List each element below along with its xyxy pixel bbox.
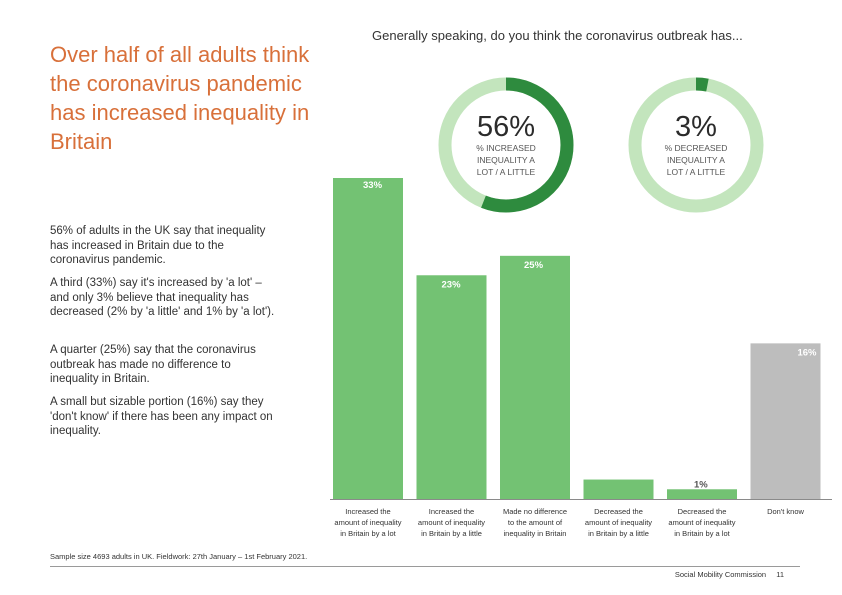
x-tick-label: in Britain by a lot [674,529,730,538]
x-tick-label: in Britain by a little [588,529,649,538]
footer-source: Social Mobility Commission [674,570,767,579]
bar-value-label: 16% [797,347,817,358]
footer: Social Mobility Commission 11 [667,570,784,579]
bar-value-label: 33% [363,180,383,191]
x-tick-label: amount of inequality [334,518,401,527]
bar-1 [333,178,403,499]
donut-value-label: 3% [675,111,717,143]
donut-decreased-slice [628,77,764,213]
bar-3 [500,255,570,499]
paragraph-increased: 56% of adults in the UK say that inequal… [50,225,266,266]
headline: Over half of all adults think the corona… [50,42,310,154]
page-number: 11 [776,570,784,579]
donut-sub-label: % INCREASED [476,143,536,153]
bar-6 [750,343,821,499]
x-tick-label: to the amount of [508,518,563,527]
x-tick-label: inequality in Britain [504,529,567,538]
donut-sub-label: INEQUALITY A [477,155,535,165]
bar-5 [667,489,737,499]
x-tick-label: Increased the [429,507,474,516]
donut-value-label: 56% [477,111,535,143]
x-tick-label: amount of inequality [668,518,735,527]
footnote: Sample size 4693 adults in UK. Fieldwork… [50,552,308,561]
x-tick-label: Increased the [345,507,390,516]
bar-value-label: 23% [442,279,462,290]
donut-sub-label: % DECREASED [665,143,728,153]
x-tick-label: in Britain by a little [421,529,482,538]
paragraph-dont-know: A small but sizable portion (16%) say th… [50,396,273,437]
donut-sub-label: LOT / A LITTLE [667,167,726,177]
chart-question: Generally speaking, do you think the cor… [372,28,743,43]
bar-value-label: 2% [609,470,623,481]
donut-increased-slice [438,77,574,213]
x-tick-label: amount of inequality [585,518,652,527]
footer-rule [50,566,800,567]
x-tick-label: Made no difference [503,507,567,516]
donut-sub-label: LOT / A LITTLE [477,167,536,177]
paragraph-third: A third (33%) say it's increased by 'a l… [50,277,275,318]
x-tick-label: in Britain by a lot [340,529,396,538]
x-tick-label: Decreased the [678,507,727,516]
bar-value-label: 1% [694,479,708,490]
bar-value-label: 25% [524,260,544,271]
bar-2 [416,275,487,499]
x-tick-label: Don't know [767,507,804,516]
donut-sub-label: INEQUALITY A [667,155,725,165]
bar-chart: 33% Increased the amount of inequality in B… [330,77,832,538]
x-tick-label: Decreased the [594,507,643,516]
x-tick-label: amount of inequality [418,518,485,527]
paragraph-quarter: A quarter (25%) say that the coronavirus… [50,344,256,385]
bar-4 [583,479,654,499]
